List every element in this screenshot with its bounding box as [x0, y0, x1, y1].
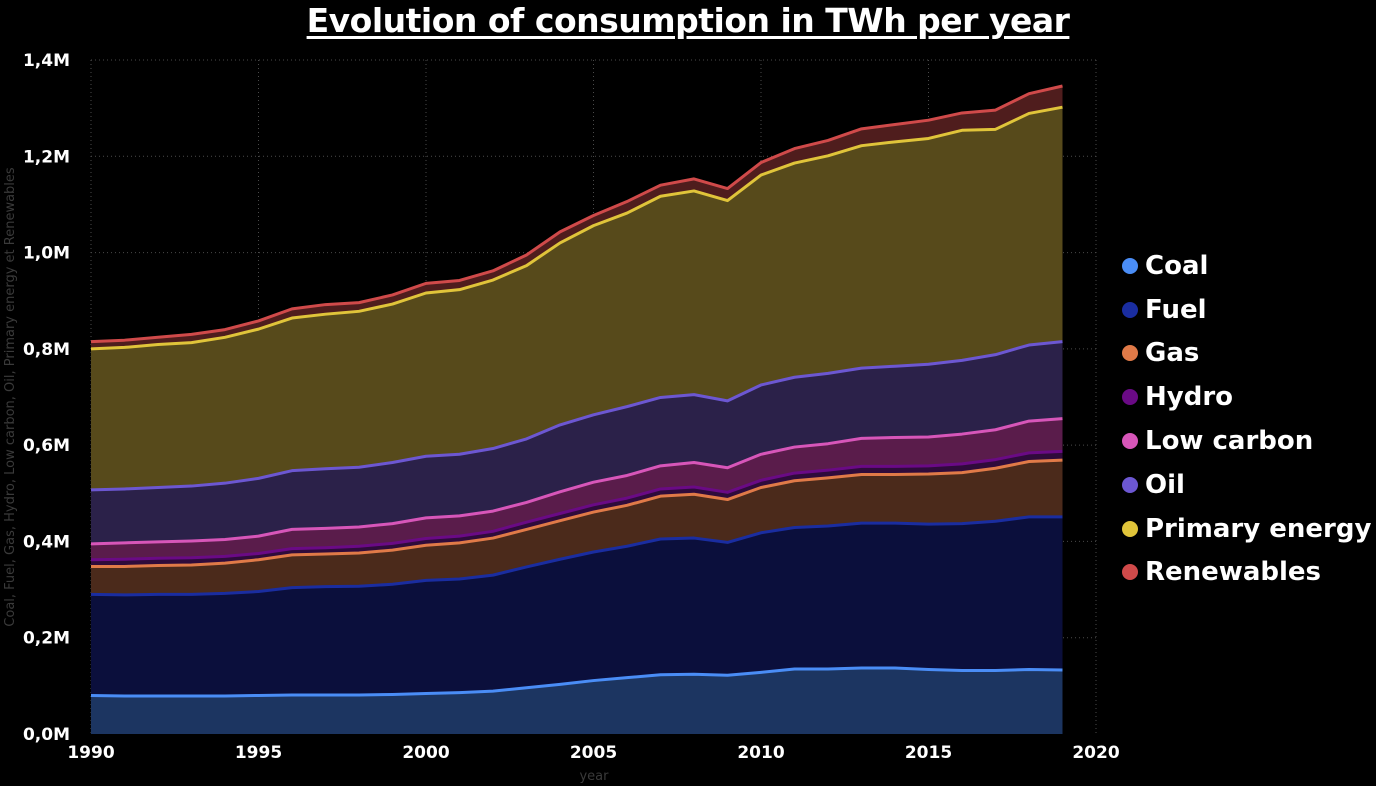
legend-label: Low carbon: [1145, 426, 1314, 457]
series-line-fuel: [90, 515, 1063, 597]
legend-label: Renewables: [1145, 557, 1321, 588]
y-axis-title: Coal, Fuel, Gas, Hydro, Low carbon, Oil,…: [3, 167, 18, 627]
legend-swatch: [1122, 564, 1138, 581]
legend-item-hydro[interactable]: Hydro: [1122, 375, 1371, 419]
legend-swatch: [1122, 301, 1138, 318]
series-line-gas: [91, 458, 1063, 568]
x-tick-label: 2010: [737, 743, 784, 763]
area-coal: [91, 668, 1063, 734]
series-line-oil: [90, 340, 1063, 492]
legend-item-primary-energy[interactable]: Primary energy: [1122, 507, 1371, 551]
legend-swatch: [1122, 345, 1138, 362]
legend-item-fuel[interactable]: Fuel: [1122, 288, 1371, 332]
tick-layer: 0,0M 0,2M 0,4M 0,6M 0,8M 1,0M 1,2M 1,4M 1990 1995…: [23, 51, 1120, 763]
x-tick-label: 2015: [905, 743, 952, 763]
line-layer: [90, 84, 1063, 698]
legend-label: Fuel: [1145, 294, 1207, 325]
legend-label: Hydro: [1145, 382, 1234, 413]
legend-label: Oil: [1145, 469, 1185, 500]
y-tick-label: 0,0M: [23, 725, 70, 745]
y-tick-label: 0,6M: [23, 436, 70, 456]
x-tick-label: 2000: [402, 743, 449, 763]
legend-item-gas[interactable]: Gas: [1122, 332, 1371, 376]
legend-item-low-carbon[interactable]: Low carbon: [1122, 419, 1371, 463]
y-tick-label: 0,8M: [23, 340, 70, 360]
chart-title: Evolution of consumption in TWh per year: [306, 1, 1070, 40]
y-tick-label: 1,2M: [23, 147, 70, 167]
legend-item-oil[interactable]: Oil: [1122, 463, 1371, 507]
series-line-coal: [90, 666, 1063, 698]
legend-item-coal[interactable]: Coal: [1122, 244, 1371, 288]
series-line-primary-energy: [90, 105, 1063, 351]
y-tick-label: 0,4M: [23, 532, 70, 552]
y-tick-label: 0,2M: [23, 629, 70, 649]
y-tick-label: 1,0M: [23, 244, 70, 264]
series-line-hydro: [90, 449, 1063, 562]
legend-label: Gas: [1145, 338, 1200, 369]
legend-label: Primary energy: [1145, 513, 1372, 544]
series-line-low-carbon: [90, 417, 1063, 546]
legend-label: Coal: [1145, 250, 1209, 281]
x-tick-label: 2020: [1072, 743, 1119, 763]
legend: Coal Fuel Gas Hydro Low carbon Oil Primary ene…: [1122, 244, 1371, 594]
legend-swatch: [1122, 389, 1138, 406]
legend-item-renewables[interactable]: Renewables: [1122, 551, 1371, 595]
legend-swatch: [1122, 433, 1138, 450]
legend-swatch: [1122, 476, 1138, 493]
area-layer: [91, 86, 1063, 735]
x-tick-label: 1995: [235, 743, 282, 763]
x-tick-label: 1990: [67, 743, 114, 763]
legend-swatch: [1122, 257, 1138, 274]
y-tick-label: 1,4M: [23, 51, 70, 71]
x-axis-title: year: [579, 769, 609, 784]
x-tick-label: 2005: [570, 743, 617, 763]
legend-swatch: [1122, 520, 1138, 537]
series-line-renewables: [90, 84, 1063, 344]
